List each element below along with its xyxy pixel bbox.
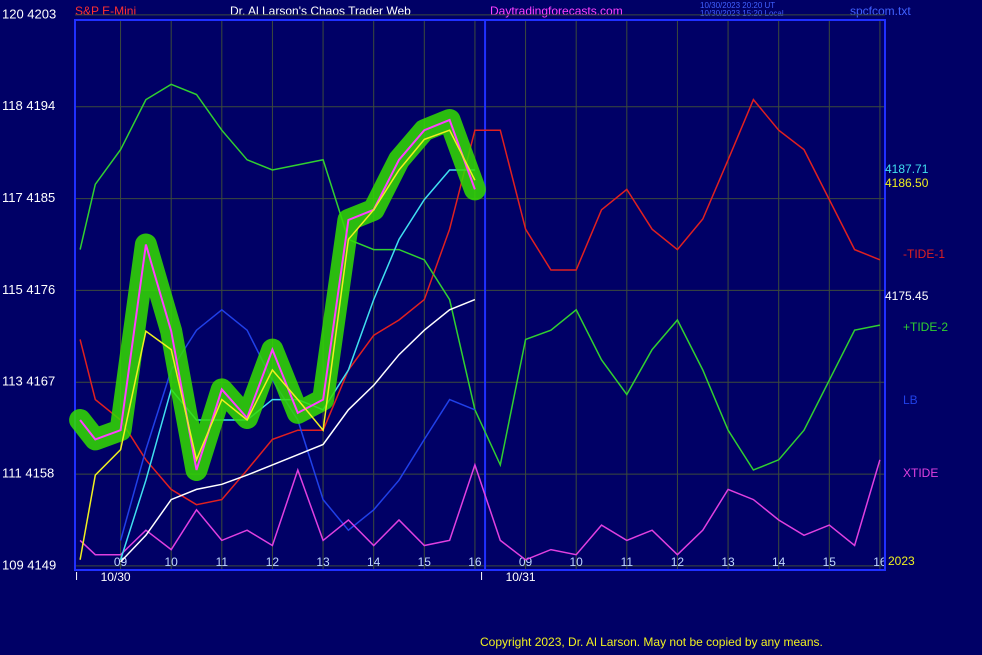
x-tick-label: 14 [367,555,381,569]
timestamp: 10/30/2023 20:20 UT [700,1,775,10]
y-tick-label: 109 4149 [2,557,56,572]
x-tick-label: 15 [823,555,837,569]
y-tick-label: 111 4158 [2,466,54,481]
x-tick-label: 12 [266,555,280,569]
date-label: 10/31 [506,570,536,584]
y-tick-label: 118 4194 [2,98,55,113]
legend-label: LB [903,393,918,407]
series-line [79,98,881,506]
series-line [79,459,881,561]
x-tick-label: 13 [316,555,330,569]
site: Daytradingforecasts.com [490,4,623,18]
x-tick-label: 16 [468,555,482,569]
x-tick-label: 14 [772,555,786,569]
legend-label: +TIDE-2 [903,320,948,334]
x-tick-label: 12 [671,555,685,569]
x-tick-label: 10 [165,555,179,569]
series-line [79,129,476,560]
series-line [79,118,476,471]
x-tick-label: 10 [570,555,584,569]
x-tick-label: 13 [721,555,735,569]
last-value: 4187.71 [885,162,929,176]
x-tick-label: 15 [418,555,432,569]
legend-label: -TIDE-1 [903,247,945,261]
symbol: S&P E-Mini [75,4,136,18]
last-value: 4186.50 [885,176,929,190]
file-name: spcfcom.txt [850,4,911,18]
y-tick-label: 120 4203 [2,6,56,21]
y-tick-label: 113 4167 [2,374,55,389]
x-tick-label: 11 [621,555,634,569]
y-tick-label: 117 4185 [2,190,55,205]
date-label: 10/30 [101,570,131,584]
y-tick-label: 115 4176 [2,282,55,297]
last-value: 4175.45 [885,289,929,303]
x-tick-label: 16 [873,555,887,569]
x-tick-label: 11 [216,555,229,569]
year: 2023 [888,554,915,568]
legend-label: XTIDE [903,466,938,480]
series-line [120,298,476,563]
copyright: Copyright 2023, Dr. Al Larson. May not b… [480,635,823,649]
chart-title: Dr. Al Larson's Chaos Trader Web [230,4,411,18]
timestamp: 10/30/2023 15:20 Local [700,9,784,18]
plot-frame [74,19,886,571]
